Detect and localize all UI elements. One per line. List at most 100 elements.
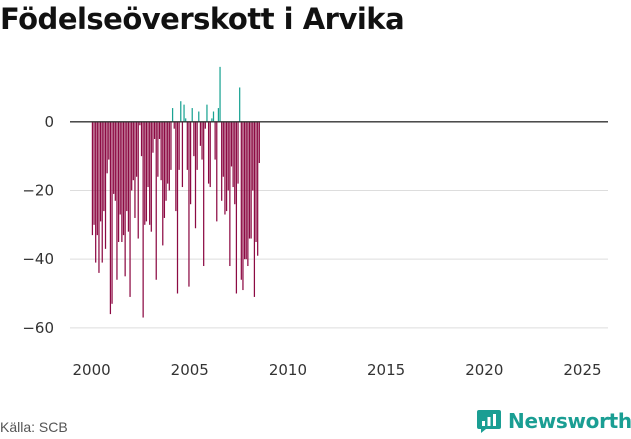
bar	[175, 121, 177, 212]
bar	[221, 121, 223, 201]
bar	[103, 121, 105, 212]
bar	[106, 121, 108, 174]
bar	[124, 121, 126, 277]
bar	[243, 121, 246, 260]
chart-title: Födelseöverskott i Arvika	[0, 2, 405, 36]
bar	[180, 101, 182, 122]
bar	[162, 121, 164, 246]
bar	[250, 121, 252, 239]
bar	[240, 121, 242, 280]
y-tick-label: 0	[44, 113, 54, 131]
bar	[235, 121, 238, 294]
bar	[121, 121, 123, 242]
bar	[131, 121, 133, 191]
bar	[196, 121, 198, 170]
bar	[222, 121, 224, 177]
x-tick-label: 2020	[465, 361, 503, 379]
bar	[91, 121, 94, 236]
bar	[193, 121, 195, 157]
y-tick-label: −40	[22, 250, 54, 268]
bar	[207, 121, 210, 184]
bar	[116, 121, 118, 280]
bar	[186, 121, 188, 170]
bar	[140, 121, 143, 157]
bar	[126, 121, 128, 212]
bar	[99, 121, 102, 222]
bar	[211, 118, 213, 122]
bar	[157, 121, 159, 177]
bar	[153, 121, 156, 139]
bar	[247, 121, 249, 267]
bars	[91, 66, 260, 318]
bar	[152, 121, 154, 153]
bar	[160, 121, 162, 181]
bar	[145, 121, 148, 222]
bar	[114, 121, 116, 201]
newsworthy-logo[interactable]: Newsworthy	[476, 408, 631, 434]
bar	[212, 111, 215, 122]
bar	[242, 121, 244, 291]
bar	[214, 121, 216, 160]
y-tick-label: −20	[22, 181, 54, 199]
bar	[189, 121, 192, 205]
bar	[203, 121, 205, 267]
bar	[181, 121, 184, 188]
bar	[245, 121, 247, 260]
bar	[239, 87, 241, 122]
bar	[253, 121, 256, 297]
bar	[158, 121, 161, 139]
bar	[188, 121, 190, 287]
bar	[232, 121, 234, 188]
bar	[258, 121, 260, 164]
bar	[109, 121, 112, 315]
bar	[104, 121, 107, 249]
bar	[142, 121, 144, 318]
bar	[248, 121, 251, 239]
bar	[93, 121, 95, 225]
bar	[198, 111, 200, 122]
bar	[229, 121, 231, 267]
bar	[219, 66, 221, 122]
bar	[147, 121, 149, 188]
x-tick-label: 2025	[563, 361, 601, 379]
bar	[134, 121, 136, 218]
x-axis-tick-labels: 2000 2005 2010 2015 2020 2025	[73, 361, 602, 379]
x-tick-label: 2010	[269, 361, 307, 379]
bar	[150, 121, 152, 232]
bar	[194, 121, 197, 229]
bar	[113, 121, 115, 194]
bar	[137, 121, 139, 239]
bar	[227, 121, 229, 191]
bar	[139, 121, 141, 126]
bar	[216, 121, 218, 222]
bar	[117, 121, 120, 242]
x-tick-label: 2000	[73, 361, 111, 379]
x-tick-label: 2015	[367, 361, 405, 379]
brand-name: Newsworthy	[508, 409, 631, 433]
bar	[163, 121, 166, 218]
bar	[127, 121, 130, 232]
bar	[209, 121, 211, 188]
bar	[101, 121, 103, 263]
bar	[178, 121, 180, 170]
bar	[135, 121, 138, 177]
bar	[204, 121, 206, 129]
newsworthy-logo-icon	[477, 410, 501, 433]
bar	[252, 121, 254, 191]
bar	[230, 121, 233, 167]
bar	[206, 104, 208, 122]
bar	[173, 121, 175, 129]
bar	[111, 121, 113, 304]
bar	[224, 121, 226, 215]
bar	[129, 121, 131, 297]
bar	[98, 121, 100, 273]
source-label: Källa: SCB	[0, 419, 68, 435]
x-tick-label: 2005	[171, 361, 209, 379]
bar	[108, 121, 110, 160]
bar	[155, 121, 157, 280]
bar	[132, 121, 134, 181]
bar	[255, 121, 257, 242]
y-tick-label: −60	[22, 319, 54, 337]
gridlines	[70, 189, 608, 329]
